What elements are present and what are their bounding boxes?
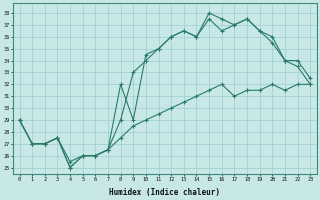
X-axis label: Humidex (Indice chaleur): Humidex (Indice chaleur) (109, 188, 220, 197)
